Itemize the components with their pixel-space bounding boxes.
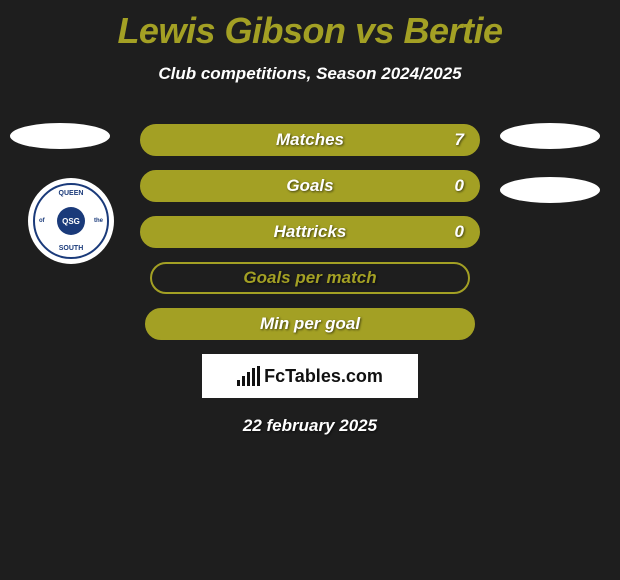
stats-chart: Matches 7 Goals 0 Hattricks 0 Goals per match M… [0, 124, 620, 340]
logo-text: FcTables.com [264, 366, 383, 387]
comparison-title: Lewis Gibson vs Bertie [0, 0, 620, 52]
stat-label: Matches [276, 130, 344, 150]
stat-value: 7 [455, 130, 464, 150]
stat-value: 0 [455, 176, 464, 196]
stat-label: Hattricks [274, 222, 347, 242]
stat-value: 0 [455, 222, 464, 242]
stat-bar: Hattricks 0 [140, 216, 480, 248]
stat-label: Goals per match [243, 268, 376, 288]
stat-bar: Matches 7 [140, 124, 480, 156]
stat-row: Goals per match [0, 262, 620, 294]
snapshot-date: 22 february 2025 [0, 416, 620, 436]
comparison-subtitle: Club competitions, Season 2024/2025 [0, 64, 620, 84]
stat-row: Hattricks 0 [0, 216, 620, 248]
source-logo: FcTables.com [202, 354, 418, 398]
stat-bar: Goals 0 [140, 170, 480, 202]
stat-label: Goals [286, 176, 333, 196]
stat-row: Min per goal [0, 308, 620, 340]
stat-row: Goals 0 [0, 170, 620, 202]
stat-row: Matches 7 [0, 124, 620, 156]
logo-chart-icon [237, 366, 260, 386]
stat-bar: Goals per match [150, 262, 470, 294]
stat-label: Min per goal [260, 314, 360, 334]
stat-bar: Min per goal [145, 308, 475, 340]
